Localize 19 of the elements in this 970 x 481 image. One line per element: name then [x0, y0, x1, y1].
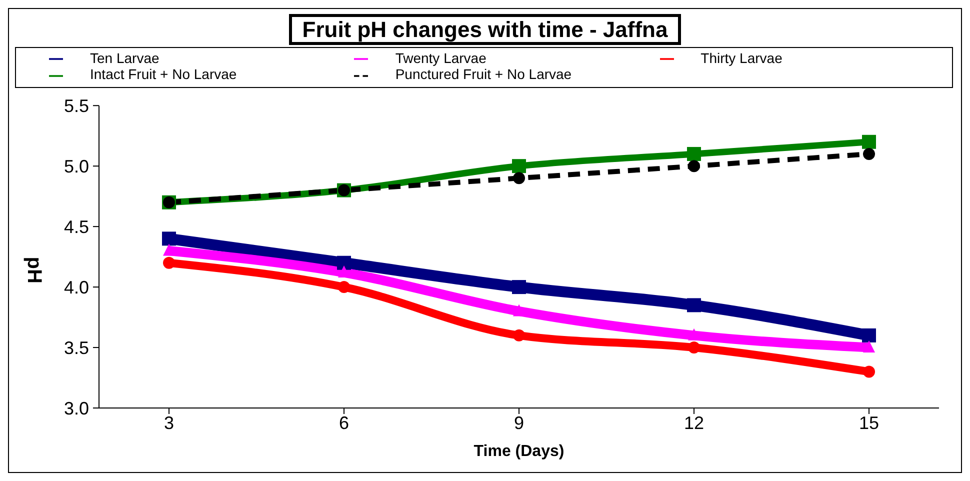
y-tick-label: 4.0	[64, 277, 89, 298]
legend-label: Ten Larvae	[90, 50, 160, 66]
y-tick-label: 4.5	[64, 216, 89, 237]
legend-label: Intact Fruit + No Larvae	[90, 66, 237, 82]
x-tick-label: 9	[514, 412, 524, 433]
x-tick-label: 6	[338, 412, 350, 433]
y-tick-label: 3.5	[64, 338, 89, 358]
legend-label: Twenty Larvae	[395, 50, 486, 66]
legend-label: Thirty Larvae	[700, 50, 782, 66]
x-tick-label: 3	[164, 412, 174, 433]
legend-label: Punctured Fruit + No Larvae	[395, 66, 572, 82]
x-tick-label: 15	[858, 412, 880, 433]
x-tick-label: 12	[684, 412, 704, 433]
y-tick-label: 3.0	[64, 398, 89, 418]
x-axis-title: Time (Days)	[474, 443, 564, 460]
y-tick-label: 5.5	[64, 96, 89, 116]
chart-title: Fruit pH changes with time - Jaffna	[289, 14, 681, 45]
y-tick-label: 5.0	[64, 156, 89, 176]
y-axis-title: pH	[22, 256, 45, 284]
